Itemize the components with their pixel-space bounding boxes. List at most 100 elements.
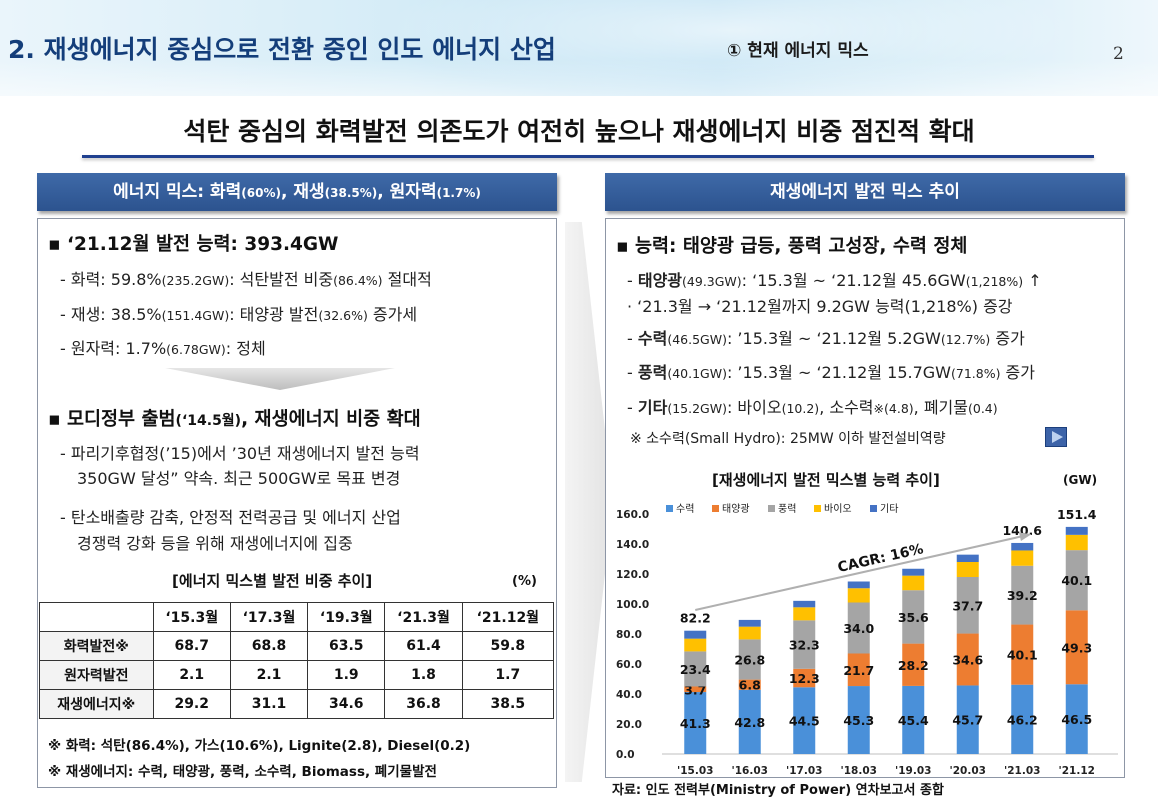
- bar-segment: [902, 685, 925, 754]
- text: : 정체: [225, 339, 266, 358]
- bar-segment: [793, 668, 816, 688]
- data-label: 34.0: [843, 621, 874, 636]
- text: 태양광: [637, 271, 683, 290]
- note-thermal: ※ 화력: 석탄(86.4%), 가스(10.6%), Lignite(2.8)…: [48, 738, 471, 754]
- table-cell: 1.7: [461, 660, 555, 690]
- x-tick-label: '15.03: [677, 765, 713, 777]
- bar-segment: [956, 685, 979, 754]
- text: , 폐기물: [913, 398, 968, 417]
- bar-segment: [956, 577, 979, 634]
- bar-segment: [793, 600, 816, 608]
- note-renewable: ※ 재생에너지: 수력, 태양광, 풍력, 소수력, Biomass, 폐기물발…: [48, 764, 437, 780]
- total-label: 140.6: [1002, 523, 1042, 538]
- main-title: 석탄 중심의 화력발전 의존도가 여전히 높으나 재생에너지 비중 점진적 확대: [183, 117, 975, 146]
- header-fade: [0, 60, 1158, 96]
- bullet-modi: ▪ 모디정부 출범(‘14.5월), 재생에너지 비중 확대: [48, 405, 421, 431]
- bar-segment: [738, 689, 761, 754]
- play-icon[interactable]: [1045, 427, 1067, 447]
- table-header-row: ‘15.3월 ‘17.3월 ‘19.3월 ‘21.3월 ‘21.12월: [39, 602, 555, 632]
- sub-paris-line1: - 파리기후협정(’15)에서 ’30년 재생에너지 발전 능력: [60, 444, 420, 463]
- data-label: 46.5: [1061, 712, 1092, 727]
- data-label: 6.8: [739, 678, 761, 693]
- table-header-cell: ‘19.3월: [307, 602, 386, 632]
- text: (151.4GW): [161, 308, 230, 323]
- sub-solar-note: · ‘21.3월 → ‘21.12월까지 9.2GW 능력(1,218%) 증강: [627, 297, 1013, 316]
- data-label: 45.3: [843, 713, 874, 728]
- table-cell: 29.2: [152, 689, 231, 719]
- bar-segment: [902, 590, 925, 644]
- y-tick-label: 60.0: [616, 659, 642, 671]
- bar-segment: [1065, 534, 1088, 551]
- table-cell: 61.4: [384, 631, 463, 661]
- small-hydro-note: ※ 소수력(Small Hydro): 25MW 이하 발전설비역량: [630, 431, 946, 447]
- table-cell: 31.1: [229, 689, 309, 719]
- bar-segment: [738, 679, 761, 690]
- table-header-cell: ‘15.3월: [152, 602, 231, 632]
- table-header-cell: ‘21.12월: [461, 602, 555, 632]
- sub-nuclear: - 원자력: 1.7%(6.78GW): 정체: [60, 335, 266, 359]
- legend-label: 수력: [676, 503, 694, 515]
- bar-segment: [902, 568, 925, 576]
- table-cell: 36.8: [384, 689, 463, 719]
- left-section-header: 에너지 믹스: 화력(60%), 재생(38.5%), 원자력(1.7%): [37, 173, 557, 211]
- data-label: 44.5: [789, 714, 820, 729]
- row-label: 재생에너지※: [39, 689, 154, 719]
- data-label: 41.3: [680, 716, 711, 731]
- total-label: 151.4: [1057, 507, 1097, 522]
- right-section-header: 재생에너지 발전 믹스 추이: [605, 173, 1125, 211]
- table-cell: 63.5: [307, 631, 386, 661]
- energy-mix-table: ‘15.3월 ‘17.3월 ‘19.3월 ‘21.3월 ‘21.12월 화력발전…: [39, 602, 555, 719]
- data-label: 12.3: [789, 671, 820, 686]
- data-label: 45.4: [898, 713, 929, 728]
- legend-swatch: [712, 505, 719, 512]
- x-tick-label: '17.03: [786, 765, 822, 777]
- bar-segment: [956, 554, 979, 562]
- text: 기타: [637, 398, 668, 417]
- bar-segment: [956, 633, 979, 686]
- y-tick-label: 100.0: [616, 599, 649, 611]
- slide-section-title: 2. 재생에너지 중심으로 전환 중인 인도 에너지 산업: [8, 35, 556, 64]
- sub-thermal: - 화력: 59.8%(235.2GW): 석탄발전 비중(86.4%) 절대적: [60, 266, 432, 290]
- text: : 태양광 발전: [229, 305, 319, 324]
- data-label: 37.7: [952, 598, 983, 613]
- text: 절대적: [382, 270, 432, 289]
- text: -: [627, 329, 638, 348]
- bar-segment: [1011, 624, 1034, 685]
- text: ※: [873, 401, 885, 416]
- bar-segment: [684, 638, 707, 652]
- data-label: 26.8: [734, 653, 765, 668]
- x-tick-label: '16.03: [732, 765, 768, 777]
- legend-swatch: [666, 505, 673, 512]
- bullet-capacity-trend: ▪ 능력: 태양광 급등, 풍력 고성장, 수력 정체: [616, 236, 968, 257]
- text: , 재생에너지 비중 확대: [241, 409, 421, 430]
- table-cell: 38.5: [461, 689, 555, 719]
- left-header-pct: (1.7%): [436, 186, 481, 200]
- text: : ‘15.3월 ~ ‘21.12월 45.6GW: [741, 271, 966, 290]
- cagr-arrow-line: [695, 534, 1028, 611]
- left-header-part: , 재생: [281, 182, 325, 202]
- text: (‘14.5월): [175, 413, 242, 429]
- slide-subsection-title: ① 현재 에너지 믹스: [727, 41, 869, 61]
- data-label: 39.2: [1007, 588, 1038, 603]
- text: 증가: [990, 329, 1025, 348]
- table-header-cell: ‘17.3월: [229, 602, 309, 632]
- text: (4.8): [884, 401, 914, 416]
- table-row: 재생에너지※ 29.2 31.1 34.6 36.8 38.5: [39, 689, 555, 719]
- legend-swatch: [870, 505, 877, 512]
- text: ▪ 모디정부 출범: [48, 409, 176, 430]
- page-number: 2: [1113, 44, 1124, 64]
- x-tick-label: '20.03: [950, 765, 986, 777]
- table-row: 화력발전※ 68.7 68.8 63.5 61.4 59.8: [39, 631, 555, 661]
- text: : 석탄발전 비중: [229, 270, 334, 289]
- bar-segment: [738, 639, 761, 680]
- y-tick-label: 120.0: [616, 569, 649, 581]
- table-cell: 1.8: [384, 660, 463, 690]
- bar-segment: [684, 692, 707, 754]
- x-tick-label: '19.03: [895, 765, 931, 777]
- data-label: 35.6: [898, 610, 929, 625]
- bar-segment: [1011, 565, 1034, 625]
- bar-segment: [1011, 684, 1034, 754]
- bar-segment: [684, 630, 707, 639]
- text: (46.5GW): [667, 332, 727, 347]
- text: -: [627, 363, 638, 382]
